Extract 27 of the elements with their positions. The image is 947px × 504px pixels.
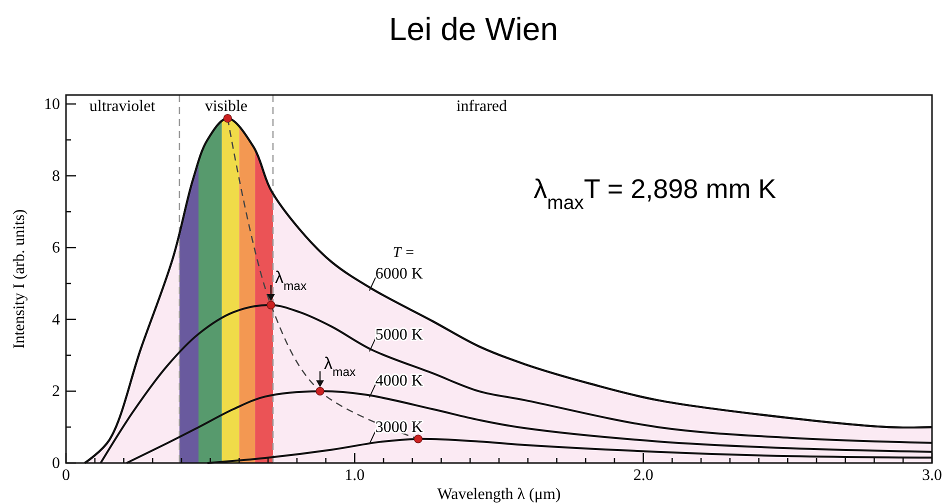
annotation: visible xyxy=(204,98,248,115)
point xyxy=(316,386,324,396)
y-axis-title: Intensity I (arb. units) xyxy=(11,209,28,349)
x-tick-label: 3.0 xyxy=(922,467,942,484)
point xyxy=(266,300,276,310)
y-tick-label: 0 xyxy=(52,455,60,472)
legend-label: 5000 K xyxy=(375,326,424,344)
annotation: infrared xyxy=(456,98,507,115)
point xyxy=(223,114,232,123)
legend-label: 3000 K xyxy=(375,418,424,436)
legend-label: 6000 K xyxy=(375,266,424,283)
point xyxy=(414,434,422,444)
annotation: λ$_{max}$ xyxy=(274,268,307,294)
annotation: T = xyxy=(392,244,415,261)
legend-label: 4000 K xyxy=(375,372,424,390)
y-tick-label: 8 xyxy=(52,168,60,185)
x-axis-title: Wavelength λ (μm) xyxy=(437,486,561,503)
x-tick-label: 1.0 xyxy=(344,467,365,484)
x-tick-label: 2.0 xyxy=(633,467,654,484)
annotation: ultraviolet xyxy=(89,98,156,115)
annotation: λ$_{max}$ xyxy=(324,354,356,380)
chart-title: Lei de Wien xyxy=(389,11,558,47)
y-tick-label: 10 xyxy=(44,96,60,113)
annotation: λ$_{max}$T = 2,898 mm K xyxy=(534,174,776,214)
y-tick-label: 6 xyxy=(52,240,60,257)
y-tick-label: 4 xyxy=(52,311,60,328)
y-tick-label: 2 xyxy=(52,383,60,400)
